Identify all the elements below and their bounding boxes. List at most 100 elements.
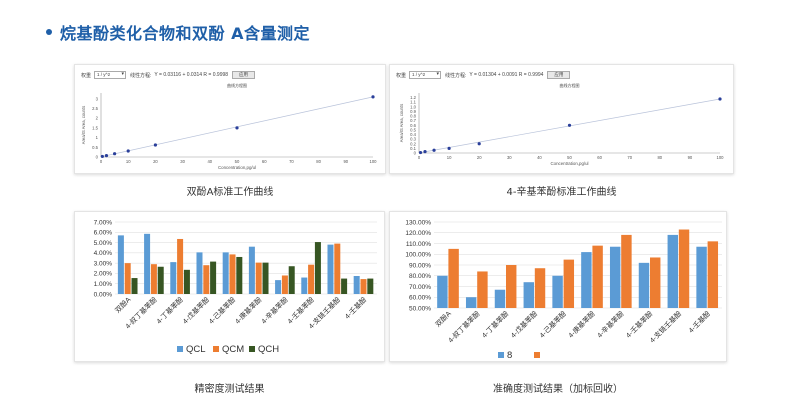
bar-8 bbox=[494, 289, 506, 308]
bar-8 bbox=[437, 275, 448, 308]
x-tick-label: 4-戊基苯酚 bbox=[181, 295, 212, 326]
x-tick-label: 4-庚基苯酚 bbox=[233, 295, 264, 326]
data-point bbox=[718, 97, 722, 101]
x-tick-label: 4-辛基苯酚 bbox=[259, 295, 290, 326]
x-tick-label: 50 bbox=[567, 155, 572, 160]
accuracy-bar-chart: 50.00% 60.00% 70.00% 80.00% 90.00% 100.00% 110… bbox=[405, 219, 722, 361]
weight-select[interactable]: 1 / y^2 bbox=[94, 71, 127, 79]
y-tick-label: 2.00% bbox=[94, 271, 113, 278]
equation-text: Y = 0.03116 + 0.0314 R = 0.9998 bbox=[154, 72, 229, 78]
legend-label: QCM bbox=[222, 344, 244, 355]
legend-label: QCH bbox=[258, 344, 279, 355]
y-tick-label: 80.00% bbox=[409, 273, 431, 280]
bar-qcm bbox=[281, 275, 288, 294]
x-tick-label: 4-丁基苯酚 bbox=[480, 309, 511, 340]
data-point bbox=[126, 149, 130, 153]
bar-qch bbox=[183, 269, 190, 294]
x-tick-label: 30 bbox=[507, 155, 512, 160]
x-tick-label: 双酚A bbox=[113, 295, 133, 315]
page-header: 烷基酚类化合物和双酚 A含量测定 bbox=[46, 20, 310, 44]
bar-series-2 bbox=[650, 257, 661, 308]
data-point bbox=[567, 123, 572, 127]
x-tick-label: 10 bbox=[126, 159, 131, 164]
bar-qcl bbox=[248, 246, 255, 294]
legend-label: QCL bbox=[186, 344, 206, 355]
y-tick-label: 1.00% bbox=[94, 281, 113, 288]
bar-series-2 bbox=[563, 259, 575, 308]
x-tick-label: 4-丁基苯酚 bbox=[154, 295, 185, 326]
x-tick-label: 90 bbox=[688, 155, 693, 160]
bar-qcm bbox=[124, 263, 131, 294]
legend-swatch bbox=[177, 346, 183, 352]
x-tick-label: 100 bbox=[370, 159, 378, 164]
x-tick-label: 30 bbox=[180, 159, 185, 164]
bar-qcl bbox=[222, 252, 229, 294]
data-point bbox=[100, 154, 104, 159]
y-tick-label: 0.5 bbox=[92, 145, 98, 150]
x-axis-label: Concentration,pg/ul bbox=[218, 165, 256, 170]
bar-series-2 bbox=[678, 229, 690, 308]
fit-label: 线性方程: bbox=[130, 72, 152, 79]
bpa-calibration-caption: 双酚A标准工作曲线 bbox=[186, 187, 274, 198]
x-tick-label: 70 bbox=[289, 159, 294, 164]
data-point bbox=[235, 126, 239, 130]
y-tick-label: 1.5 bbox=[92, 125, 98, 130]
y-tick-label: 1.1 bbox=[410, 100, 416, 105]
x-tick-label: 40 bbox=[537, 155, 542, 160]
weight-select[interactable]: 1 / y^2 bbox=[409, 71, 442, 79]
y-tick-label: 0.3 bbox=[410, 137, 416, 142]
bar-series-2 bbox=[506, 265, 517, 308]
x-tick-label: 4-己基苯酚 bbox=[207, 295, 238, 326]
bar-qcl bbox=[275, 280, 282, 294]
y-tick-label: 1.0 bbox=[410, 104, 416, 109]
x-tick-label: 60 bbox=[262, 159, 267, 164]
y-tick-label: 60.00% bbox=[409, 295, 431, 302]
y-axis-label: Area/IS Area, counts bbox=[399, 104, 404, 142]
apply-button[interactable]: 应用 bbox=[547, 71, 571, 79]
bar-qch bbox=[131, 278, 138, 294]
y-tick-label: 110.00% bbox=[406, 241, 431, 248]
x-tick-label: 80 bbox=[316, 159, 321, 164]
x-tick-label: 80 bbox=[657, 155, 662, 160]
precision-chart-panel: 0.00% 1.00% 2.00% 3.00% 4.00% 5.00% 6.00% 7.00%… bbox=[74, 211, 385, 362]
fit-label: 线性方程: bbox=[445, 72, 467, 79]
y-tick-label: 100.00% bbox=[405, 252, 431, 259]
bar-series-2 bbox=[621, 234, 632, 308]
y-tick-label: 120.00% bbox=[405, 230, 431, 237]
y-tick-label: 0 bbox=[96, 155, 99, 160]
y-tick-label: 0.9 bbox=[410, 109, 416, 114]
apply-button[interactable]: 应用 bbox=[232, 71, 256, 79]
y-tick-label: 1.2 bbox=[410, 95, 416, 100]
bar-qcm bbox=[229, 254, 236, 294]
data-point bbox=[447, 146, 451, 150]
y-tick-label: 70.00% bbox=[409, 284, 431, 291]
bar-qcm bbox=[150, 264, 157, 294]
octylphenol-calibration-panel: 权重 1 / y^2 线性方程: Y = 0.01304 + 0.0091 R … bbox=[389, 64, 734, 174]
legend-swatch bbox=[498, 352, 504, 358]
bar-qcl bbox=[327, 244, 334, 294]
bar-8 bbox=[638, 262, 650, 308]
legend-swatch bbox=[249, 346, 255, 352]
y-tick-label: 0.4 bbox=[410, 132, 416, 137]
y-tick-label: 2.5 bbox=[92, 106, 98, 111]
y-tick-label: 0.1 bbox=[410, 146, 416, 151]
y-tick-label: 90.00% bbox=[409, 262, 431, 269]
bar-qcm bbox=[203, 265, 210, 294]
bar-8 bbox=[552, 275, 563, 308]
bpa-calibration-chart: 曲线方程图 0 10 20 30 40 50 60 70 80 90 100 0 0.5 1 1.5 2 2.5 3… bbox=[81, 82, 378, 170]
bar-8 bbox=[465, 297, 477, 308]
y-tick-label: 0.5 bbox=[410, 127, 416, 132]
bar-qcm bbox=[360, 279, 367, 294]
accuracy-caption: 准确度测试结果（加标回收） bbox=[493, 384, 623, 395]
bullet-dot bbox=[46, 29, 52, 35]
bar-series-2 bbox=[534, 268, 546, 308]
weight-label: 权重 bbox=[81, 72, 92, 79]
equation-text: Y = 0.01304 + 0.0091 R = 0.9994 bbox=[469, 72, 544, 78]
bar-qch bbox=[314, 242, 321, 294]
bar-qch bbox=[288, 266, 295, 294]
y-tick-label: 7.00% bbox=[94, 219, 113, 226]
x-tick-label: 4-辛基苯酚 bbox=[595, 309, 626, 340]
x-tick-label: 4-庚基苯酚 bbox=[566, 309, 597, 340]
data-point bbox=[432, 148, 436, 152]
data-point bbox=[371, 95, 375, 99]
